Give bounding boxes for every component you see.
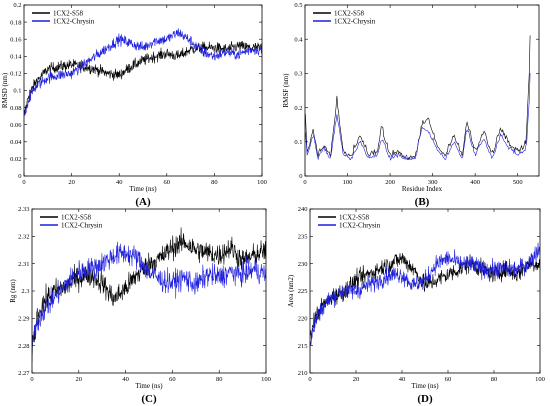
legend-label: 1CX2-S58 xyxy=(339,213,369,221)
legend-label: 1CX2-Chrysin xyxy=(61,221,103,229)
legend-label: 1CX2-Chrysin xyxy=(53,17,95,25)
panel-label: (B) xyxy=(415,196,430,208)
x-tick-label: 0 xyxy=(30,376,33,383)
x-tick-label: 80 xyxy=(491,376,498,383)
x-tick-label: 20 xyxy=(76,376,83,383)
y-tick-label: 0.5 xyxy=(294,2,302,9)
y-tick-label: 2.33 xyxy=(18,206,29,213)
chart-panel-3: 0 20 40 60 80 100 2.27 2.28 2.29 2.3 2.31 2.32 2.33 T… xyxy=(9,206,271,405)
y-tick-label: 230 xyxy=(298,261,308,268)
y-tick-label: 0.4 xyxy=(294,36,303,43)
x-tick-label: 20 xyxy=(68,179,75,186)
x-tick-label: 80 xyxy=(216,376,223,383)
x-tick-label: 100 xyxy=(535,376,545,383)
y-tick-label: 0 xyxy=(18,173,21,180)
y-axis-label: RMSD (nm) xyxy=(1,72,9,108)
y-tick-label: 0.2 xyxy=(294,105,302,112)
x-tick-label: 40 xyxy=(399,376,406,383)
panel-label: (A) xyxy=(135,196,151,208)
x-tick-label: 400 xyxy=(470,179,480,186)
y-tick-label: 0.16 xyxy=(10,36,22,43)
y-tick-label: 0.06 xyxy=(10,122,22,129)
chart-panel-2: 0 100 200 300 400 500 0 0.1 0.2 0.3 0.4 0.5 Residue … xyxy=(282,2,540,208)
y-tick-label: 0.04 xyxy=(10,139,22,146)
x-axis-label: Residue Index xyxy=(402,185,443,193)
series-line-chrysin xyxy=(32,241,266,347)
legend-label: 1CX2-Chrysin xyxy=(334,17,376,25)
plot-frame xyxy=(304,4,540,177)
y-tick-label: 0.2 xyxy=(13,2,21,9)
x-tick-label: 40 xyxy=(122,376,129,383)
x-tick-label: 0 xyxy=(308,376,311,383)
legend-label: 1CX2-Chrysin xyxy=(339,221,381,229)
y-tick-label: 2.28 xyxy=(18,343,29,350)
series-line-s58 xyxy=(305,35,531,160)
panel-label: (C) xyxy=(141,393,157,405)
y-tick-label: 0.1 xyxy=(13,88,21,95)
y-tick-label: 0.02 xyxy=(10,156,21,163)
y-tick-label: 0.1 xyxy=(294,139,302,146)
y-tick-label: 0.08 xyxy=(10,105,21,112)
y-tick-label: 0.3 xyxy=(294,71,302,78)
x-axis-label: Time (ns) xyxy=(135,382,163,390)
x-tick-label: 200 xyxy=(385,179,395,186)
series-line-chrysin xyxy=(310,242,540,352)
y-tick-label: 0.14 xyxy=(10,54,22,61)
legend-label: 1CX2-S58 xyxy=(53,9,83,17)
x-tick-label: 0 xyxy=(303,179,306,186)
legend-label: 1CX2-S58 xyxy=(61,213,91,221)
series-line-s58 xyxy=(32,227,266,362)
y-tick-label: 0.12 xyxy=(10,71,21,78)
x-tick-label: 0 xyxy=(22,179,25,186)
chart-panel-1: 0 20 40 60 80 100 0 0.02 0.04 0.06 0.08 0.1 0.12 0.14… xyxy=(1,2,267,208)
x-axis-label: Time (ns) xyxy=(411,382,439,390)
x-tick-label: 100 xyxy=(257,179,267,186)
series-line-chrysin xyxy=(24,28,262,118)
x-tick-label: 60 xyxy=(445,376,452,383)
series-line-s58 xyxy=(310,252,540,342)
x-tick-label: 20 xyxy=(353,376,360,383)
y-tick-label: 2.29 xyxy=(18,316,29,323)
y-tick-label: 2.3 xyxy=(21,288,29,295)
chart-panel-4: 0 20 40 60 80 100 210 215 220 225 230 235 240 Time (n… xyxy=(287,206,545,405)
x-tick-label: 60 xyxy=(164,179,171,186)
y-tick-label: 215 xyxy=(298,343,308,350)
y-tick-label: 235 xyxy=(298,234,308,241)
panel-label: (D) xyxy=(417,393,433,405)
y-tick-label: 240 xyxy=(298,206,308,213)
plot-frame xyxy=(23,4,263,177)
x-tick-label: 300 xyxy=(428,179,438,186)
series-line-s58 xyxy=(24,41,262,114)
y-tick-label: 220 xyxy=(298,316,308,323)
x-tick-label: 100 xyxy=(343,179,353,186)
x-tick-label: 500 xyxy=(513,179,523,186)
x-tick-label: 80 xyxy=(211,179,218,186)
series-line-chrysin xyxy=(305,73,531,161)
legend-label: 1CX2-S58 xyxy=(334,9,364,17)
x-tick-label: 60 xyxy=(169,376,176,383)
y-tick-label: 210 xyxy=(298,370,308,377)
y-tick-label: 225 xyxy=(298,288,308,295)
y-axis-label: Rg (nm) xyxy=(9,279,17,303)
x-tick-label: 100 xyxy=(261,376,271,383)
y-tick-label: 2.27 xyxy=(18,370,30,377)
y-axis-label: RMSF (nm) xyxy=(282,73,290,108)
x-axis-label: Time (ns) xyxy=(129,185,157,193)
y-tick-label: 2.31 xyxy=(18,261,29,268)
y-axis-label: Area (nm2) xyxy=(287,274,295,307)
y-tick-label: 0 xyxy=(299,173,302,180)
x-tick-label: 40 xyxy=(116,179,123,186)
y-tick-label: 2.32 xyxy=(18,234,29,241)
y-tick-label: 0.18 xyxy=(10,19,21,26)
